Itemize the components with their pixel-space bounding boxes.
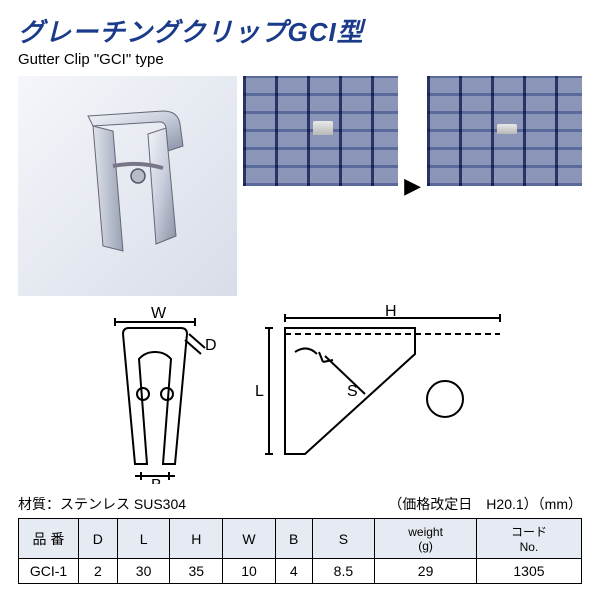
image-row: ▶	[18, 76, 582, 296]
grate-photos: ▶	[243, 76, 582, 296]
arrow-icon: ▶	[404, 173, 421, 199]
price-note: （価格改定日 H20.1）（mm）	[388, 494, 582, 514]
dim-W: W	[151, 305, 167, 322]
td-S: 8.5	[312, 559, 375, 584]
th-weight: weight (g)	[375, 519, 477, 559]
dim-D: D	[205, 337, 217, 354]
td-codeNo: 1305	[476, 559, 581, 584]
td-D: 2	[79, 559, 118, 584]
grate-after	[427, 76, 582, 186]
title-en: Gutter Clip "GCI" type	[18, 51, 582, 68]
th-codeNo: コード No.	[476, 519, 581, 559]
product-photo	[18, 76, 237, 296]
dim-B: B	[151, 477, 162, 484]
th-H: H	[170, 519, 223, 559]
td-L: 30	[117, 559, 170, 584]
dim-L: L	[255, 383, 264, 400]
front-diagram: W D B	[85, 304, 225, 484]
clip-illustration	[68, 106, 198, 256]
th-code: 品 番	[19, 519, 79, 559]
dim-S: S	[347, 383, 358, 400]
th-S: S	[312, 519, 375, 559]
spec-table: 品 番 D L H W B S weight (g) コード No. GCI-1…	[18, 518, 582, 584]
td-H: 35	[170, 559, 223, 584]
th-L: L	[117, 519, 170, 559]
td-weight: 29	[375, 559, 477, 584]
side-diagram: H L S	[255, 304, 515, 484]
table-header-row: 品 番 D L H W B S weight (g) コード No.	[19, 519, 582, 559]
material-label: 材質：ステンレス SUS304	[18, 494, 186, 514]
diagram-row: W D B H L S	[18, 304, 582, 484]
table-row: GCI-1 2 30 35 10 4 8.5 29 1305	[19, 559, 582, 584]
th-W: W	[223, 519, 276, 559]
clip-on-grate-icon	[497, 124, 517, 134]
th-D: D	[79, 519, 118, 559]
title-block: グレーチングクリップGCI型 Gutter Clip "GCI" type	[18, 12, 582, 68]
td-W: 10	[223, 559, 276, 584]
td-B: 4	[275, 559, 312, 584]
td-code: GCI-1	[19, 559, 79, 584]
clip-on-grate-icon	[313, 121, 333, 135]
dim-H: H	[385, 304, 397, 320]
grate-before	[243, 76, 398, 186]
material-row: 材質：ステンレス SUS304 （価格改定日 H20.1）（mm）	[18, 494, 582, 514]
th-B: B	[275, 519, 312, 559]
title-jp: グレーチングクリップGCI型	[18, 12, 582, 49]
